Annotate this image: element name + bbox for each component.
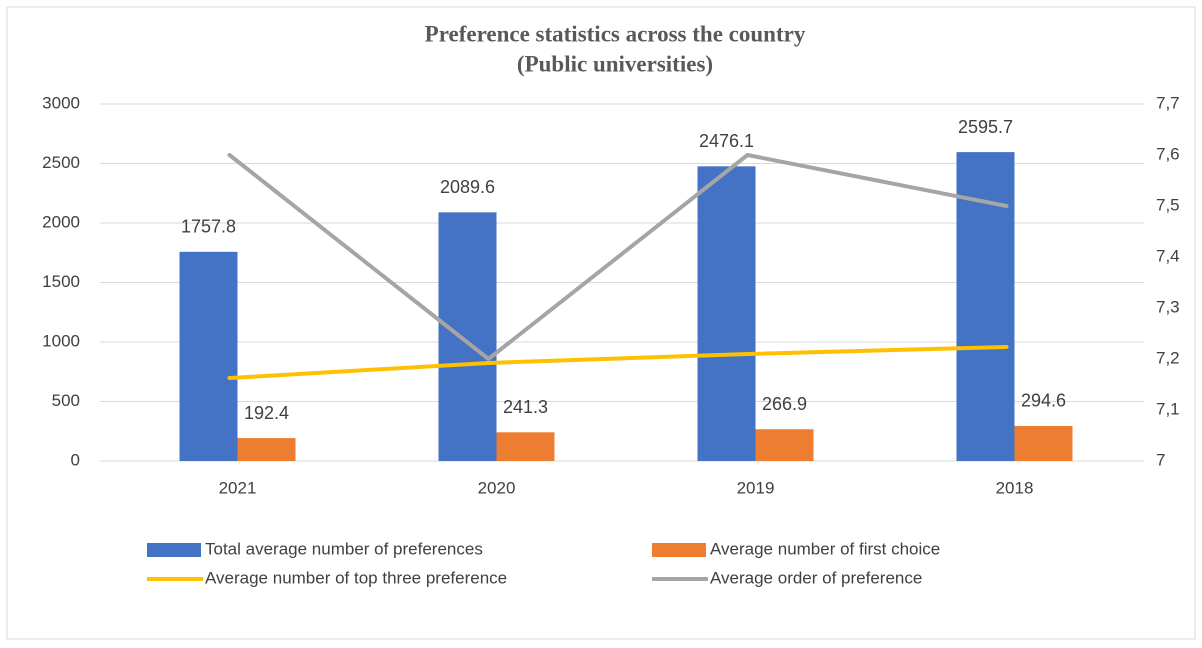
data-label: 192.4 — [244, 403, 289, 423]
y2-tick-label: 7,3 — [1156, 297, 1180, 316]
bar — [237, 438, 296, 461]
line — [227, 344, 1009, 381]
x-tick-label: 2020 — [478, 478, 516, 497]
y2-tick-label: 7,5 — [1156, 195, 1180, 214]
data-label: 1757.8 — [181, 217, 236, 237]
legend-swatch — [652, 543, 706, 557]
y2-tick-label: 7,1 — [1156, 399, 1180, 418]
legend-label: Average number of first choice — [710, 539, 940, 558]
y2-tick-label: 7,6 — [1156, 144, 1180, 163]
line — [227, 153, 1009, 361]
data-label: 2595.7 — [958, 117, 1013, 137]
y-tick-label: 1500 — [42, 272, 80, 291]
data-label: 266.9 — [762, 394, 807, 414]
data-label: 2089.6 — [440, 177, 495, 197]
legend-label: Total average number of preferences — [205, 539, 483, 558]
y2-tick-label: 7,4 — [1156, 246, 1180, 265]
y-tick-label: 3000 — [42, 93, 80, 112]
data-label: 2476.1 — [699, 131, 754, 151]
y-tick-label: 500 — [52, 391, 80, 410]
y-tick-label: 1000 — [42, 331, 80, 350]
data-label: 241.3 — [503, 397, 548, 417]
bar — [179, 251, 238, 461]
x-tick-label: 2018 — [996, 478, 1034, 497]
legend-label: Average order of preference — [710, 568, 922, 587]
chart-title: Preference statistics across the country — [425, 21, 806, 46]
bar — [496, 432, 555, 461]
y2-tick-label: 7,7 — [1156, 93, 1180, 112]
bar — [755, 429, 814, 461]
y-tick-label: 0 — [71, 450, 80, 469]
bar — [1014, 425, 1073, 461]
x-tick-label: 2021 — [219, 478, 257, 497]
x-tick-label: 2019 — [737, 478, 775, 497]
legend-swatch — [147, 543, 201, 557]
y-tick-label: 2500 — [42, 153, 80, 172]
legend-label: Average number of top three preference — [205, 568, 507, 587]
y2-tick-label: 7,2 — [1156, 348, 1180, 367]
data-label: 294.6 — [1021, 391, 1066, 411]
bar — [697, 166, 756, 461]
bar — [438, 212, 497, 461]
y-tick-label: 2000 — [42, 212, 80, 231]
y2-tick-label: 7 — [1156, 450, 1165, 469]
chart-subtitle: (Public universities) — [517, 51, 713, 76]
